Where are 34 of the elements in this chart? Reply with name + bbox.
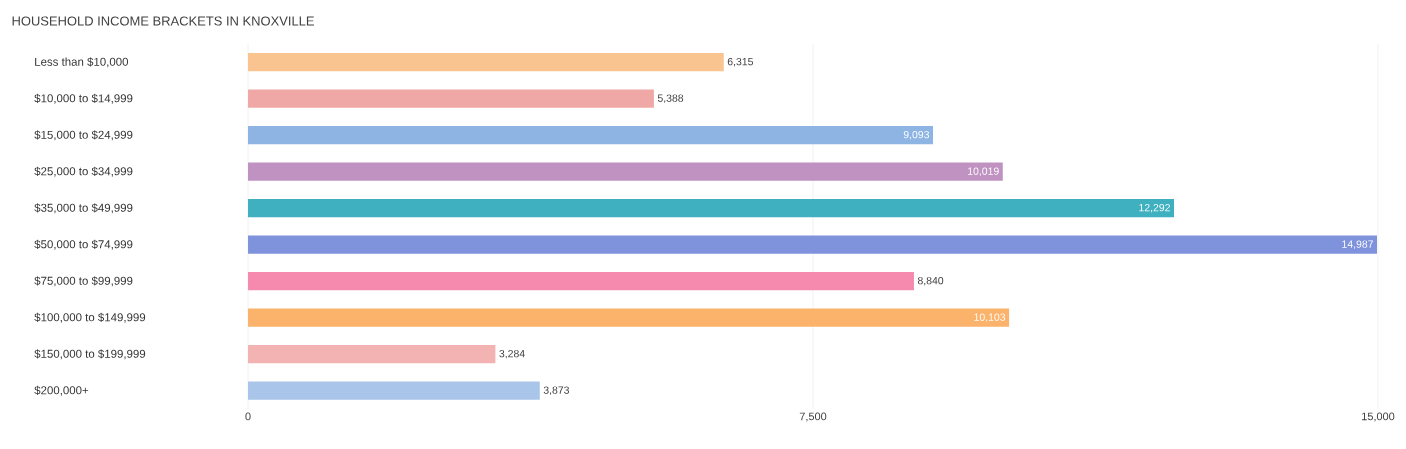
y-tick-label: $50,000 to $74,999 xyxy=(34,239,133,250)
data-label: 5,388 xyxy=(657,94,684,104)
bar xyxy=(248,272,914,291)
data-label: 12,292 xyxy=(1139,203,1170,213)
data-label: 14,987 xyxy=(1342,240,1373,250)
data-label: 6,315 xyxy=(727,57,753,67)
bar xyxy=(248,381,540,400)
data-label: 10,019 xyxy=(968,167,999,177)
data-label: 8,840 xyxy=(917,276,944,286)
bar xyxy=(248,89,654,108)
x-tick-label: 15,000 xyxy=(1362,412,1395,422)
bar xyxy=(248,126,934,145)
y-tick-label: $75,000 to $99,999 xyxy=(34,276,133,287)
data-label: 3,873 xyxy=(543,386,570,396)
bar xyxy=(248,235,1378,254)
bar xyxy=(248,308,1010,327)
y-tick-label: $100,000 to $149,999 xyxy=(34,312,146,323)
bar xyxy=(248,162,1003,181)
y-tick-label: $200,000+ xyxy=(34,385,89,396)
data-label: 9,093 xyxy=(903,130,930,140)
y-tick-label: $15,000 to $24,999 xyxy=(34,130,133,141)
bar xyxy=(248,345,496,364)
data-label: 3,284 xyxy=(499,349,525,359)
y-tick-label: Less than $10,000 xyxy=(35,57,129,68)
data-label: 10,103 xyxy=(974,313,1006,323)
y-tick-label: $25,000 to $34,999 xyxy=(34,166,133,177)
x-tick-label: 0 xyxy=(245,412,251,421)
y-tick-label: $10,000 to $14,999 xyxy=(34,93,133,104)
chart-title: HOUSEHOLD INCOME BRACKETS IN KNOXVILLE xyxy=(12,16,314,26)
y-tick-label: $150,000 to $199,999 xyxy=(34,349,146,360)
bar xyxy=(248,199,1174,218)
x-tick-label: 7,500 xyxy=(799,412,827,422)
bar xyxy=(248,53,724,72)
y-tick-label: $35,000 to $49,999 xyxy=(34,203,133,214)
